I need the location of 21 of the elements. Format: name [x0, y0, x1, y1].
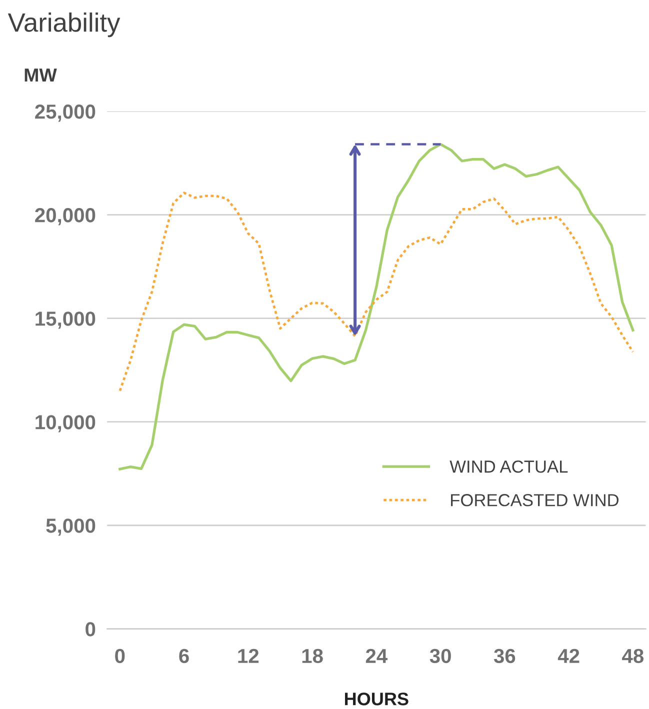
y-tick-label: 15,000: [36, 312, 96, 329]
x-tick-label: 42: [558, 648, 580, 663]
x-tick-label: 30: [430, 648, 451, 664]
x-tick-label: 36: [494, 648, 516, 664]
x-tick-label: 48: [622, 648, 644, 664]
y-tick-label: 0: [86, 622, 96, 636]
x-tick-label: 12: [238, 648, 259, 663]
legend-label: FORECASTED WIND: [451, 494, 619, 506]
x-tick-label: 18: [302, 648, 323, 664]
x-tick-label: 0: [115, 648, 125, 664]
x-axis-title: HOURS: [345, 692, 408, 706]
x-tick-label: 24: [366, 648, 388, 663]
y-tick-label: 5,000: [46, 518, 96, 536]
line-series: [118, 192, 634, 392]
y-tick-label: 25,000: [35, 104, 96, 122]
y-axis-title: MW: [24, 68, 57, 82]
x-tick-label: 6: [179, 648, 189, 664]
legend-label: WIND ACTUAL: [450, 460, 568, 473]
chart-title: Variability: [8, 12, 120, 38]
y-tick-label: 20,000: [35, 208, 96, 226]
y-tick-label: 10,000: [36, 415, 96, 432]
